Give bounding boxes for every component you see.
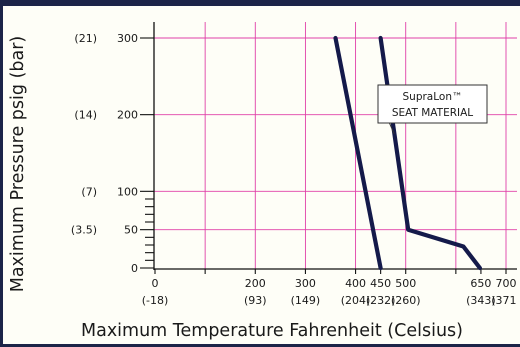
x-tick-label: 200: [245, 277, 266, 290]
x-tick-sublabel: (-18): [142, 294, 169, 307]
y-tick-label: 50: [124, 224, 138, 237]
grid-lines: [154, 22, 517, 269]
x-tick-label: 300: [295, 277, 316, 290]
y-tick-sublabel: (14): [74, 109, 97, 122]
x-tick-label: 500: [395, 277, 416, 290]
y-axis-title: Maximum Pressure psig (bar): [8, 36, 28, 293]
x-tick-label: 450: [370, 277, 391, 290]
axes: [153, 22, 517, 270]
y-tick-sublabel: (21): [74, 32, 97, 45]
annotation-box: [377, 84, 488, 124]
annotation-line-2: SEAT MATERIAL: [392, 107, 473, 119]
y-axis-ticks: 0 50 (3.5) 100 (7) 200 (14) 300 (21): [71, 32, 154, 275]
y-tick-sublabel: (3.5): [71, 224, 97, 237]
x-tick-sublabel: (149): [291, 294, 321, 307]
x-axis-ticks: 0 (-18) 200 (93) 300 (149) 400 (204) 450 (232) 500…: [142, 269, 517, 307]
x-tick-sublabel: (371): [491, 294, 517, 307]
x-tick-label: 650: [470, 277, 491, 290]
y-tick-sublabel: (7): [81, 185, 97, 198]
x-tick-label: 400: [345, 277, 366, 290]
y-tick-label: 200: [117, 109, 138, 122]
annotation: SupraLon™ SEAT MATERIAL: [377, 84, 488, 135]
y-tick-label: 100: [117, 185, 138, 198]
pressure-temperature-chart: 0(-18)200(93)300(149)400(204)450(232)500…: [8, 22, 517, 341]
annotation-line-1: SupraLon™: [403, 91, 463, 103]
x-tick-label: 700: [496, 277, 517, 290]
series-line-1: [333, 35, 383, 271]
x-axis-title: Maximum Temperature Fahrenheit (Celsius): [81, 321, 463, 341]
y-tick-label: 300: [117, 32, 138, 45]
y-tick-label: 0: [131, 262, 138, 275]
x-tick-sublabel: (93): [244, 294, 267, 307]
data-series: [333, 35, 482, 271]
x-tick-sublabel: (232): [366, 294, 396, 307]
x-tick-sublabel: (204): [341, 294, 371, 307]
series-line-2: [378, 35, 482, 271]
x-tick-label: 0: [152, 277, 159, 290]
x-tick-sublabel: (260): [391, 294, 421, 307]
x-tick-sublabel: (343): [466, 294, 496, 307]
